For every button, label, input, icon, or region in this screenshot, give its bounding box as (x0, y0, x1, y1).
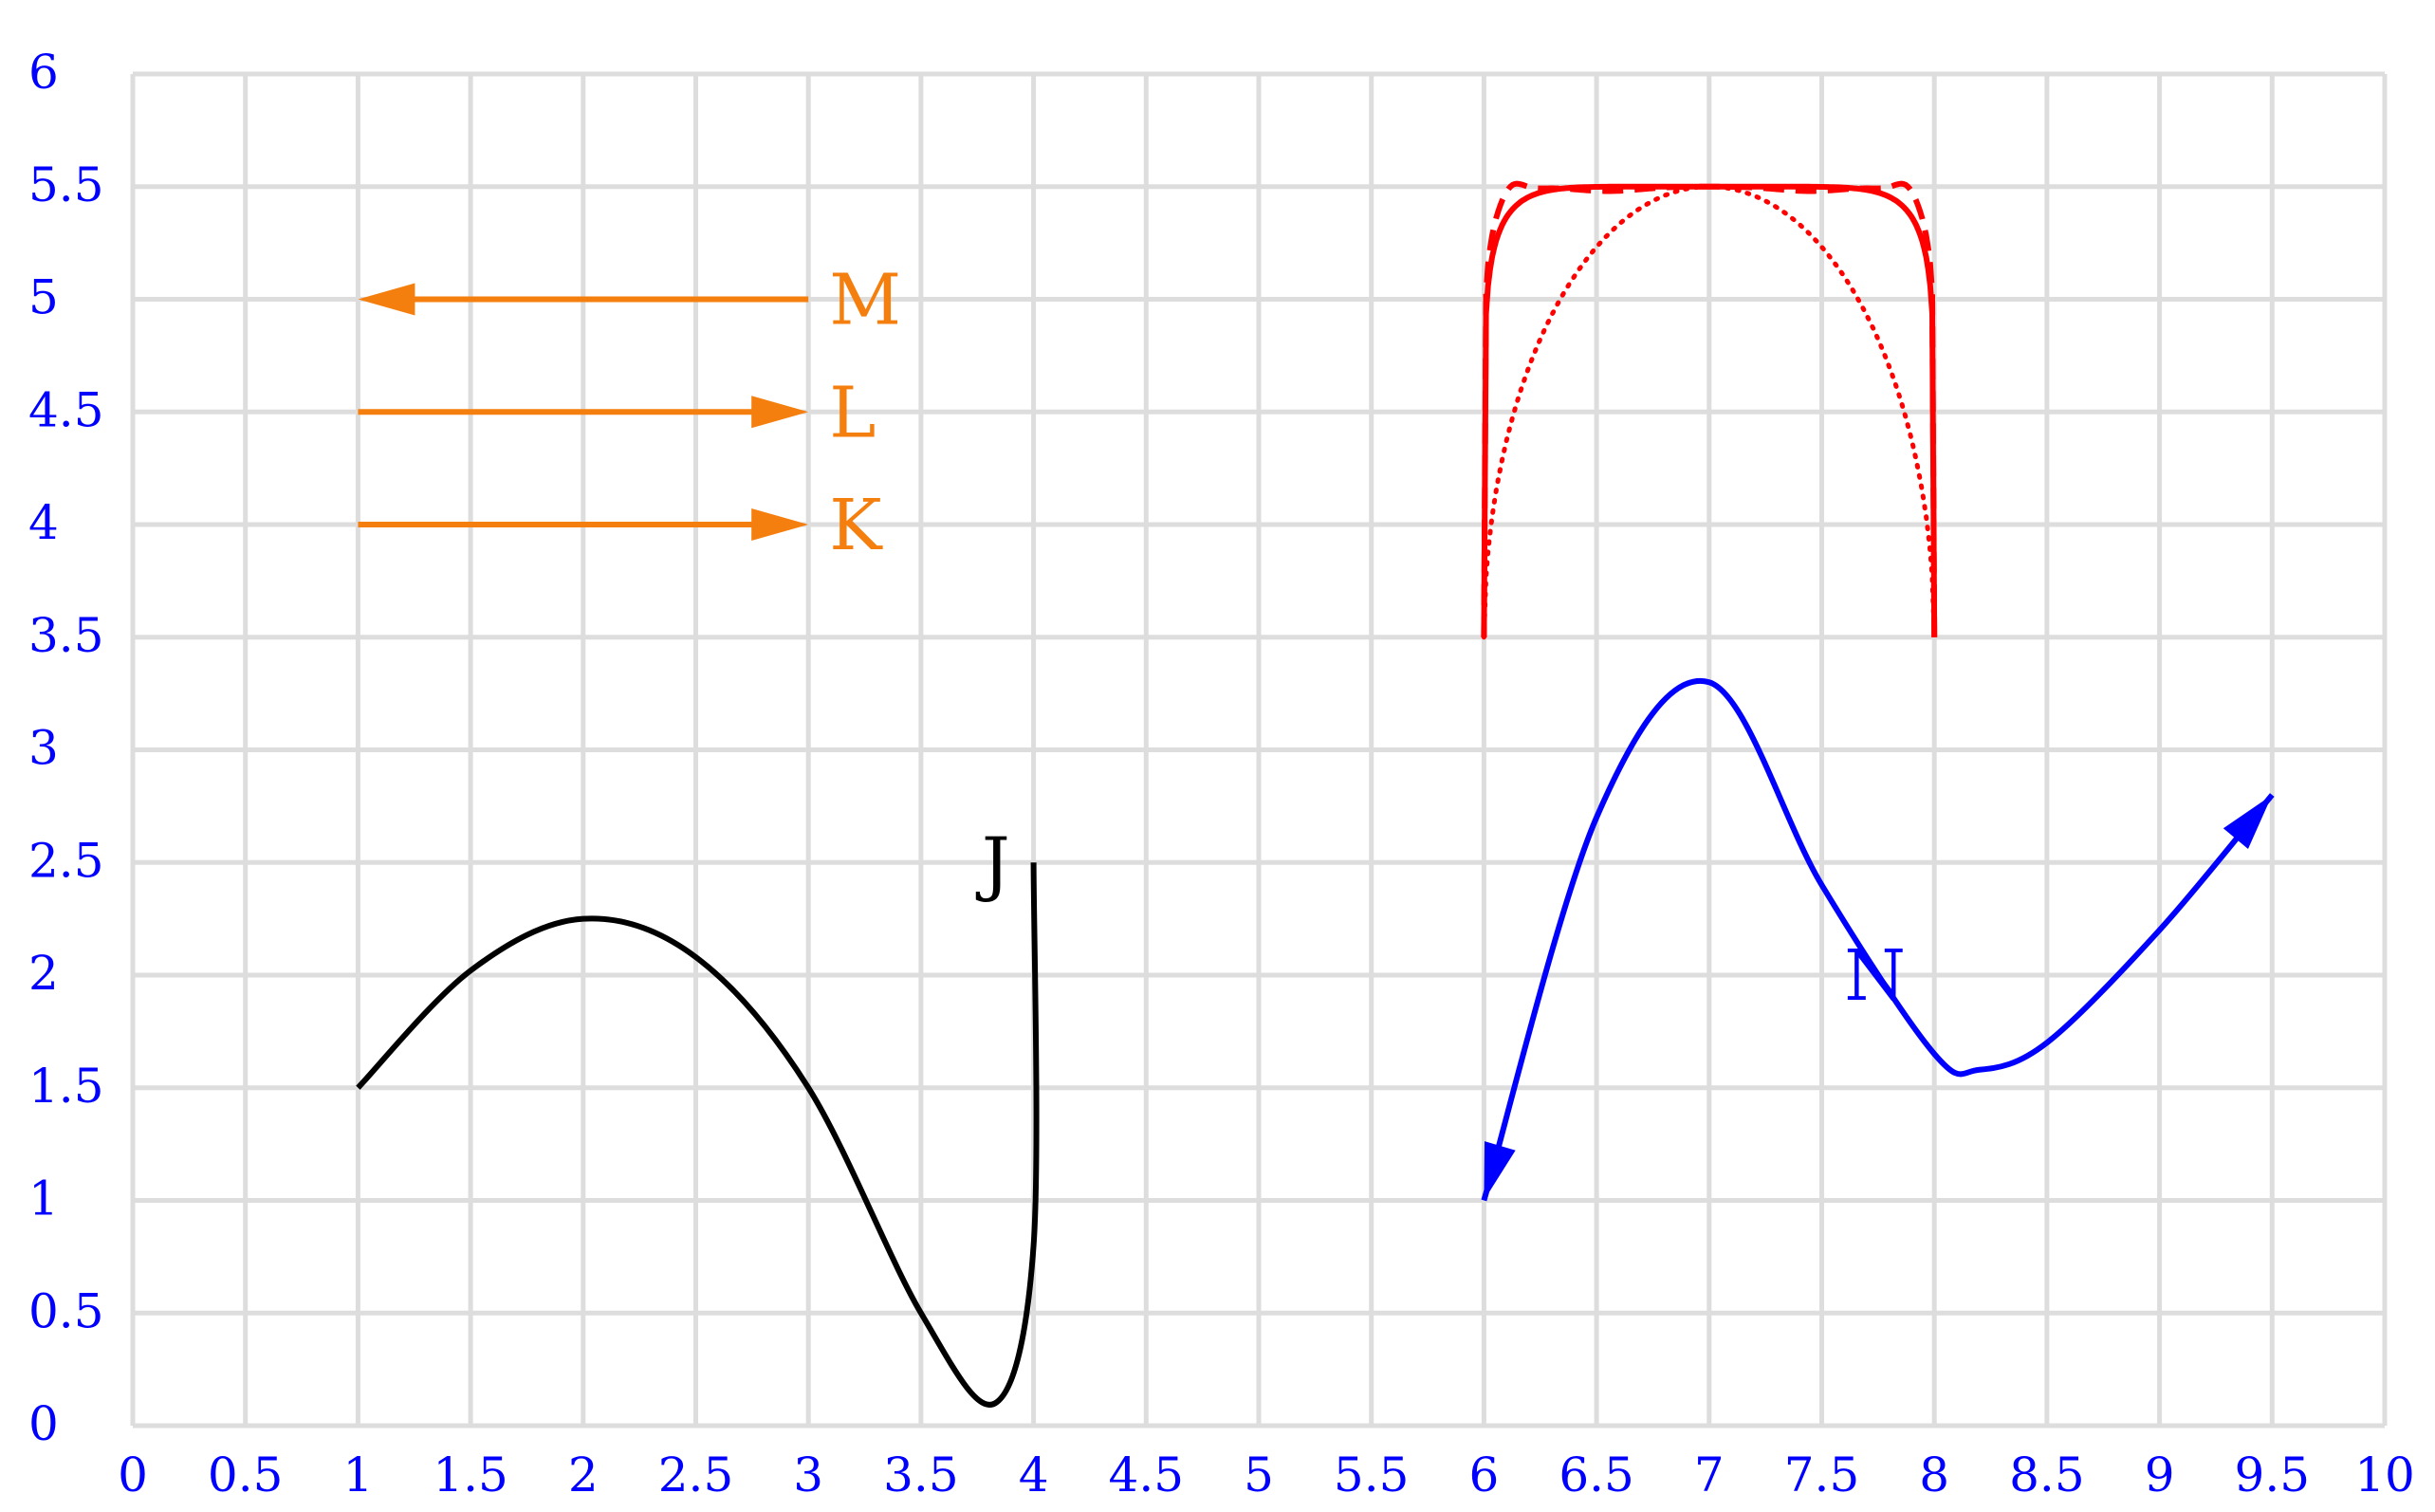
x-tick-label: 5 (1244, 1447, 1274, 1503)
x-tick-label: 3 (793, 1447, 823, 1503)
x-tick-label: 1.5 (433, 1447, 508, 1503)
y-tick-label: 4.5 (28, 382, 104, 437)
x-tick-label: 8.5 (2009, 1447, 2085, 1503)
x-axis-tick-labels: 0 0.5 1 1.5 2 2.5 3 3.5 4 4.5 5 5.5 6 6.5 7 7.5 8 8.5 9 9.5… (118, 1447, 2415, 1503)
x-tick-label: 2.5 (658, 1447, 734, 1503)
curve-n-group: N (1481, 677, 2275, 1202)
grid (130, 71, 2388, 1429)
x-tick-label: 6.5 (1559, 1447, 1634, 1503)
y-tick-label: 0 (28, 1396, 59, 1451)
y-tick-label: 6 (28, 45, 59, 100)
x-tick-label: 7 (1694, 1447, 1725, 1503)
curve-n-arrowhead-end (2223, 795, 2273, 849)
label-n: N (1844, 935, 1906, 1017)
arrow-k (358, 508, 809, 541)
y-tick-label: 5 (28, 270, 59, 325)
red-curve-solid (1481, 183, 1938, 637)
arrow-k-head (751, 508, 809, 541)
x-tick-label: 4.5 (1109, 1447, 1185, 1503)
orange-arrows: M L K (358, 260, 901, 566)
arrow-l (358, 396, 809, 429)
y-tick-label: 3 (28, 721, 59, 776)
x-tick-label: 6 (1468, 1447, 1499, 1503)
x-tick-label: 5.5 (1334, 1447, 1410, 1503)
y-tick-label: 2.5 (28, 833, 104, 888)
x-tick-label: 0 (118, 1447, 148, 1503)
x-tick-label: 1 (342, 1447, 373, 1503)
x-tick-label: 8 (1919, 1447, 1949, 1503)
y-tick-label: 1.5 (28, 1059, 104, 1114)
y-tick-label: 1 (28, 1171, 59, 1226)
curve-j (356, 862, 1040, 1408)
x-tick-label: 2 (568, 1447, 599, 1503)
y-tick-label: 0.5 (28, 1283, 104, 1338)
x-tick-label: 9.5 (2235, 1447, 2311, 1503)
arrow-l-head (751, 396, 809, 429)
x-tick-label: 4 (1019, 1447, 1049, 1503)
y-tick-label: 5.5 (28, 157, 104, 212)
arrow-m (358, 283, 809, 316)
y-tick-label: 4 (28, 495, 59, 550)
x-tick-label: 9 (2145, 1447, 2175, 1503)
curve-n-arrowhead-start (1484, 1141, 1516, 1201)
curve-n (1481, 677, 2275, 1202)
x-tick-label: 3.5 (883, 1447, 959, 1503)
curve-j-group: J (356, 822, 1040, 1408)
y-axis-tick-labels: 0 0.5 1 1.5 2 2.5 3 3.5 4 4.5 5 5.5 6 (28, 45, 104, 1451)
label-l: L (829, 372, 876, 453)
label-k: K (829, 485, 883, 566)
x-tick-label: 0.5 (208, 1447, 284, 1503)
y-tick-label: 2 (28, 946, 59, 1001)
label-j: J (975, 822, 1010, 904)
x-tick-label: 10 (2354, 1447, 2415, 1503)
y-tick-label: 3.5 (28, 608, 104, 663)
red-curves (1481, 180, 1938, 640)
label-m: M (829, 260, 901, 341)
arrow-m-head (358, 283, 415, 316)
x-tick-label: 7.5 (1784, 1447, 1860, 1503)
